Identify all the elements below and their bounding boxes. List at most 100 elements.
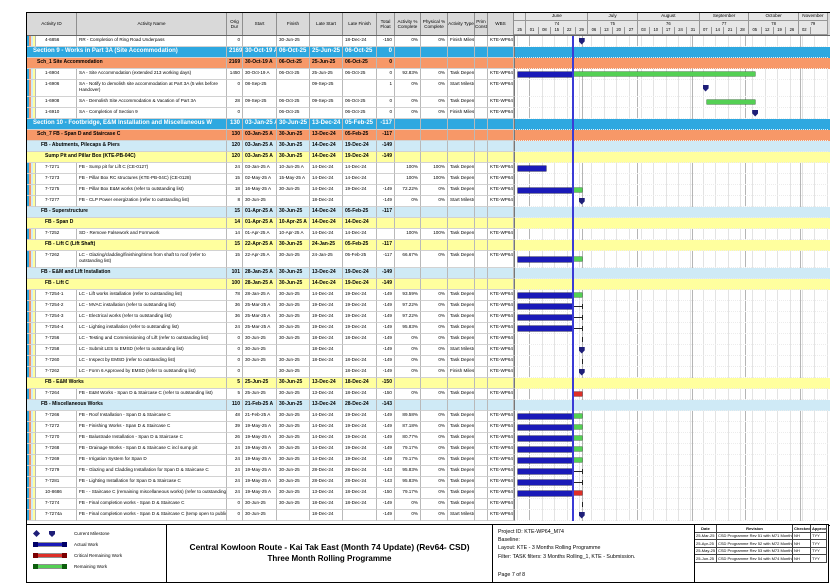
flag-icon: [49, 530, 55, 537]
wbs-band-row: FB - Abutments, Pilecaps & Piers 120 03-Ja…: [27, 141, 830, 152]
week-tick: 13: [600, 27, 613, 36]
gantt-row-area: [514, 207, 828, 218]
cell-finish: 30-Jun-25: [277, 422, 310, 433]
cell-wbs: KTE-WP64_M74.C: [488, 36, 514, 47]
gantt-bar-critical: [572, 392, 582, 396]
cell-ppc: 0%: [421, 477, 448, 488]
cell-apc: 95.83%: [395, 323, 421, 334]
row-table-cells: 7-7271 FB - Sump pit for Lift C (CE-0127)…: [27, 163, 514, 174]
cell-atype: Finish Milestone: [448, 367, 475, 378]
gantt-bar-actual: [518, 479, 573, 485]
timescale-weeks-row: 25 01 08 15 22 29 06 13 20 27 03 10 17 24 31 07 14 21 28 05…: [514, 27, 828, 36]
revision-row: 25-May-25 CSD Programme Rev 53 with M73 M…: [695, 547, 828, 555]
row-table-cells: FB - Superstructure 15 01-Apr-25 A 30-Jun-2…: [27, 207, 514, 218]
gantt-bar-endtick: [581, 303, 583, 309]
cell-finish: 30-Jun-25: [277, 279, 310, 290]
cell-prim: [475, 345, 488, 356]
baseline: Baseline:: [498, 537, 520, 544]
cell-prim: [475, 323, 488, 334]
cell-lf: 06-Oct-25: [343, 69, 377, 80]
cell-od: 0: [227, 36, 243, 47]
gantt-row-area: [514, 488, 828, 499]
cell-ppc: 0%: [421, 108, 448, 119]
cell-ls: 14-Dec-24: [310, 141, 343, 152]
cell-ppc: 0%: [421, 185, 448, 196]
cell-ppc: 0%: [421, 356, 448, 367]
revision-cell: CSD Programme Rev 54 with M74 Monthly Up…: [717, 555, 793, 563]
milestone-icon: [578, 197, 585, 205]
cell-od: 15: [227, 207, 243, 218]
cell-od: 100: [227, 279, 243, 290]
cell-atype: [448, 279, 475, 290]
cell-start: 16-May-25 A: [243, 185, 277, 196]
month-number: 78: [749, 20, 799, 28]
gantt-bar-thin-remaining: [572, 482, 582, 483]
wbs-band-row: FB - Lift C (Lift Shaft) 15 22-Apr-25 A 30-…: [27, 240, 830, 251]
gantt-row-area: [514, 301, 828, 312]
cell-ls: 14-Dec-24: [310, 174, 343, 185]
cell-start: 03-Jan-25 A: [243, 163, 277, 174]
cell-prim: [475, 433, 488, 444]
cell-tf: -149: [377, 433, 395, 444]
cell-activity-id: 7-7254-1: [36, 290, 77, 301]
gantt-bar-endtick: [581, 479, 583, 485]
cell-tf: [377, 218, 395, 229]
cell-apc: [395, 47, 421, 58]
cell-activity-name: LC - Lighting installation (refer to out…: [77, 323, 227, 334]
milestone-icon: [578, 346, 585, 354]
cell-finish: 30-Jun-25: [277, 400, 310, 411]
gantt-bar-actual: [518, 435, 573, 441]
cell-ls: 28-Dec-24: [310, 477, 343, 488]
gantt-row-area: [514, 119, 828, 130]
cell-atype: Task Dependent: [448, 301, 475, 312]
band-label: Sch_1 Site Accommodation: [27, 58, 227, 69]
table-header-row: Activity ID Activity Name Orig Dur Start Fin…: [27, 13, 830, 36]
revision-row: 25-Apr-25 CSD Programme Rev 52 with M72 M…: [695, 540, 828, 548]
cell-start: 08-Sep-25: [243, 80, 277, 97]
gantt-row-area: [514, 141, 828, 152]
table-row: 1-6908 SA - Demolish Site Accommodation &…: [27, 97, 830, 108]
cell-tf: -149: [377, 152, 395, 163]
cell-atype: Task Dependent: [448, 499, 475, 510]
cell-ls: 25-Jun-25: [310, 58, 343, 69]
cell-ppc: 0%: [421, 97, 448, 108]
week-tick: 14: [712, 27, 725, 36]
cell-activity-name: LC - Inspect by EMSD (refer to outstandi…: [77, 356, 227, 367]
cell-ls: 18-Dec-24: [310, 196, 343, 207]
cell-finish: 30-Jun-25: [277, 444, 310, 455]
cell-lf: 18-Dec-24: [343, 488, 377, 499]
cell-od: 36: [227, 301, 243, 312]
cell-atype: [448, 47, 475, 58]
cell-prim: [475, 80, 488, 97]
cell-activity-name: FB - Sump pit for Lift C (CE-0127): [77, 163, 227, 174]
gantt-row-area: [514, 290, 828, 301]
cell-start: 30-Jun-25: [243, 356, 277, 367]
table-row: 7-7274a FB - Final completion works - Spa…: [27, 510, 830, 521]
band-label: FB - Lift C (Lift Shaft): [27, 240, 227, 251]
cell-activity-name: FB - - Staircase C (remaining miscellane…: [77, 488, 227, 499]
cell-wbs: KTE-WP64_M74.C: [488, 323, 514, 334]
cell-wbs: KTE-WP64_M74.C: [488, 477, 514, 488]
row-table-cells: 7-7260 LC - Inspect by EMSD (refer to out…: [27, 356, 514, 367]
cell-wbs: [488, 279, 514, 290]
week-tick: 21: [724, 27, 737, 36]
gantt-bar-thin-remaining: [572, 328, 582, 329]
hierarchy-stripes: [27, 108, 36, 119]
cell-ppc: 0%: [421, 301, 448, 312]
cell-finish: 30-Jun-25: [277, 466, 310, 477]
cell-ls: 09-Sep-25: [310, 80, 343, 97]
hierarchy-stripes: [27, 80, 36, 97]
cell-activity-id: 7-7281: [36, 477, 77, 488]
cell-ppc: [421, 207, 448, 218]
zero-duration-tick: [581, 358, 583, 364]
revision-cell: TYY: [811, 540, 827, 548]
cell-activity-id: 7-7260: [36, 356, 77, 367]
cell-start: 01-Apr-25 A: [243, 218, 277, 229]
cell-atype: Task Dependent: [448, 411, 475, 422]
table-row: 7-7273 FB - Pillar Box RC structures (KTE…: [27, 174, 830, 185]
cell-start: 21-Feb-25 A: [243, 411, 277, 422]
cell-ls: 09-Sep-25: [310, 97, 343, 108]
cell-prim: [475, 411, 488, 422]
cell-start: 19-May-25 A: [243, 444, 277, 455]
legend-label: Remaining Work: [74, 564, 108, 569]
